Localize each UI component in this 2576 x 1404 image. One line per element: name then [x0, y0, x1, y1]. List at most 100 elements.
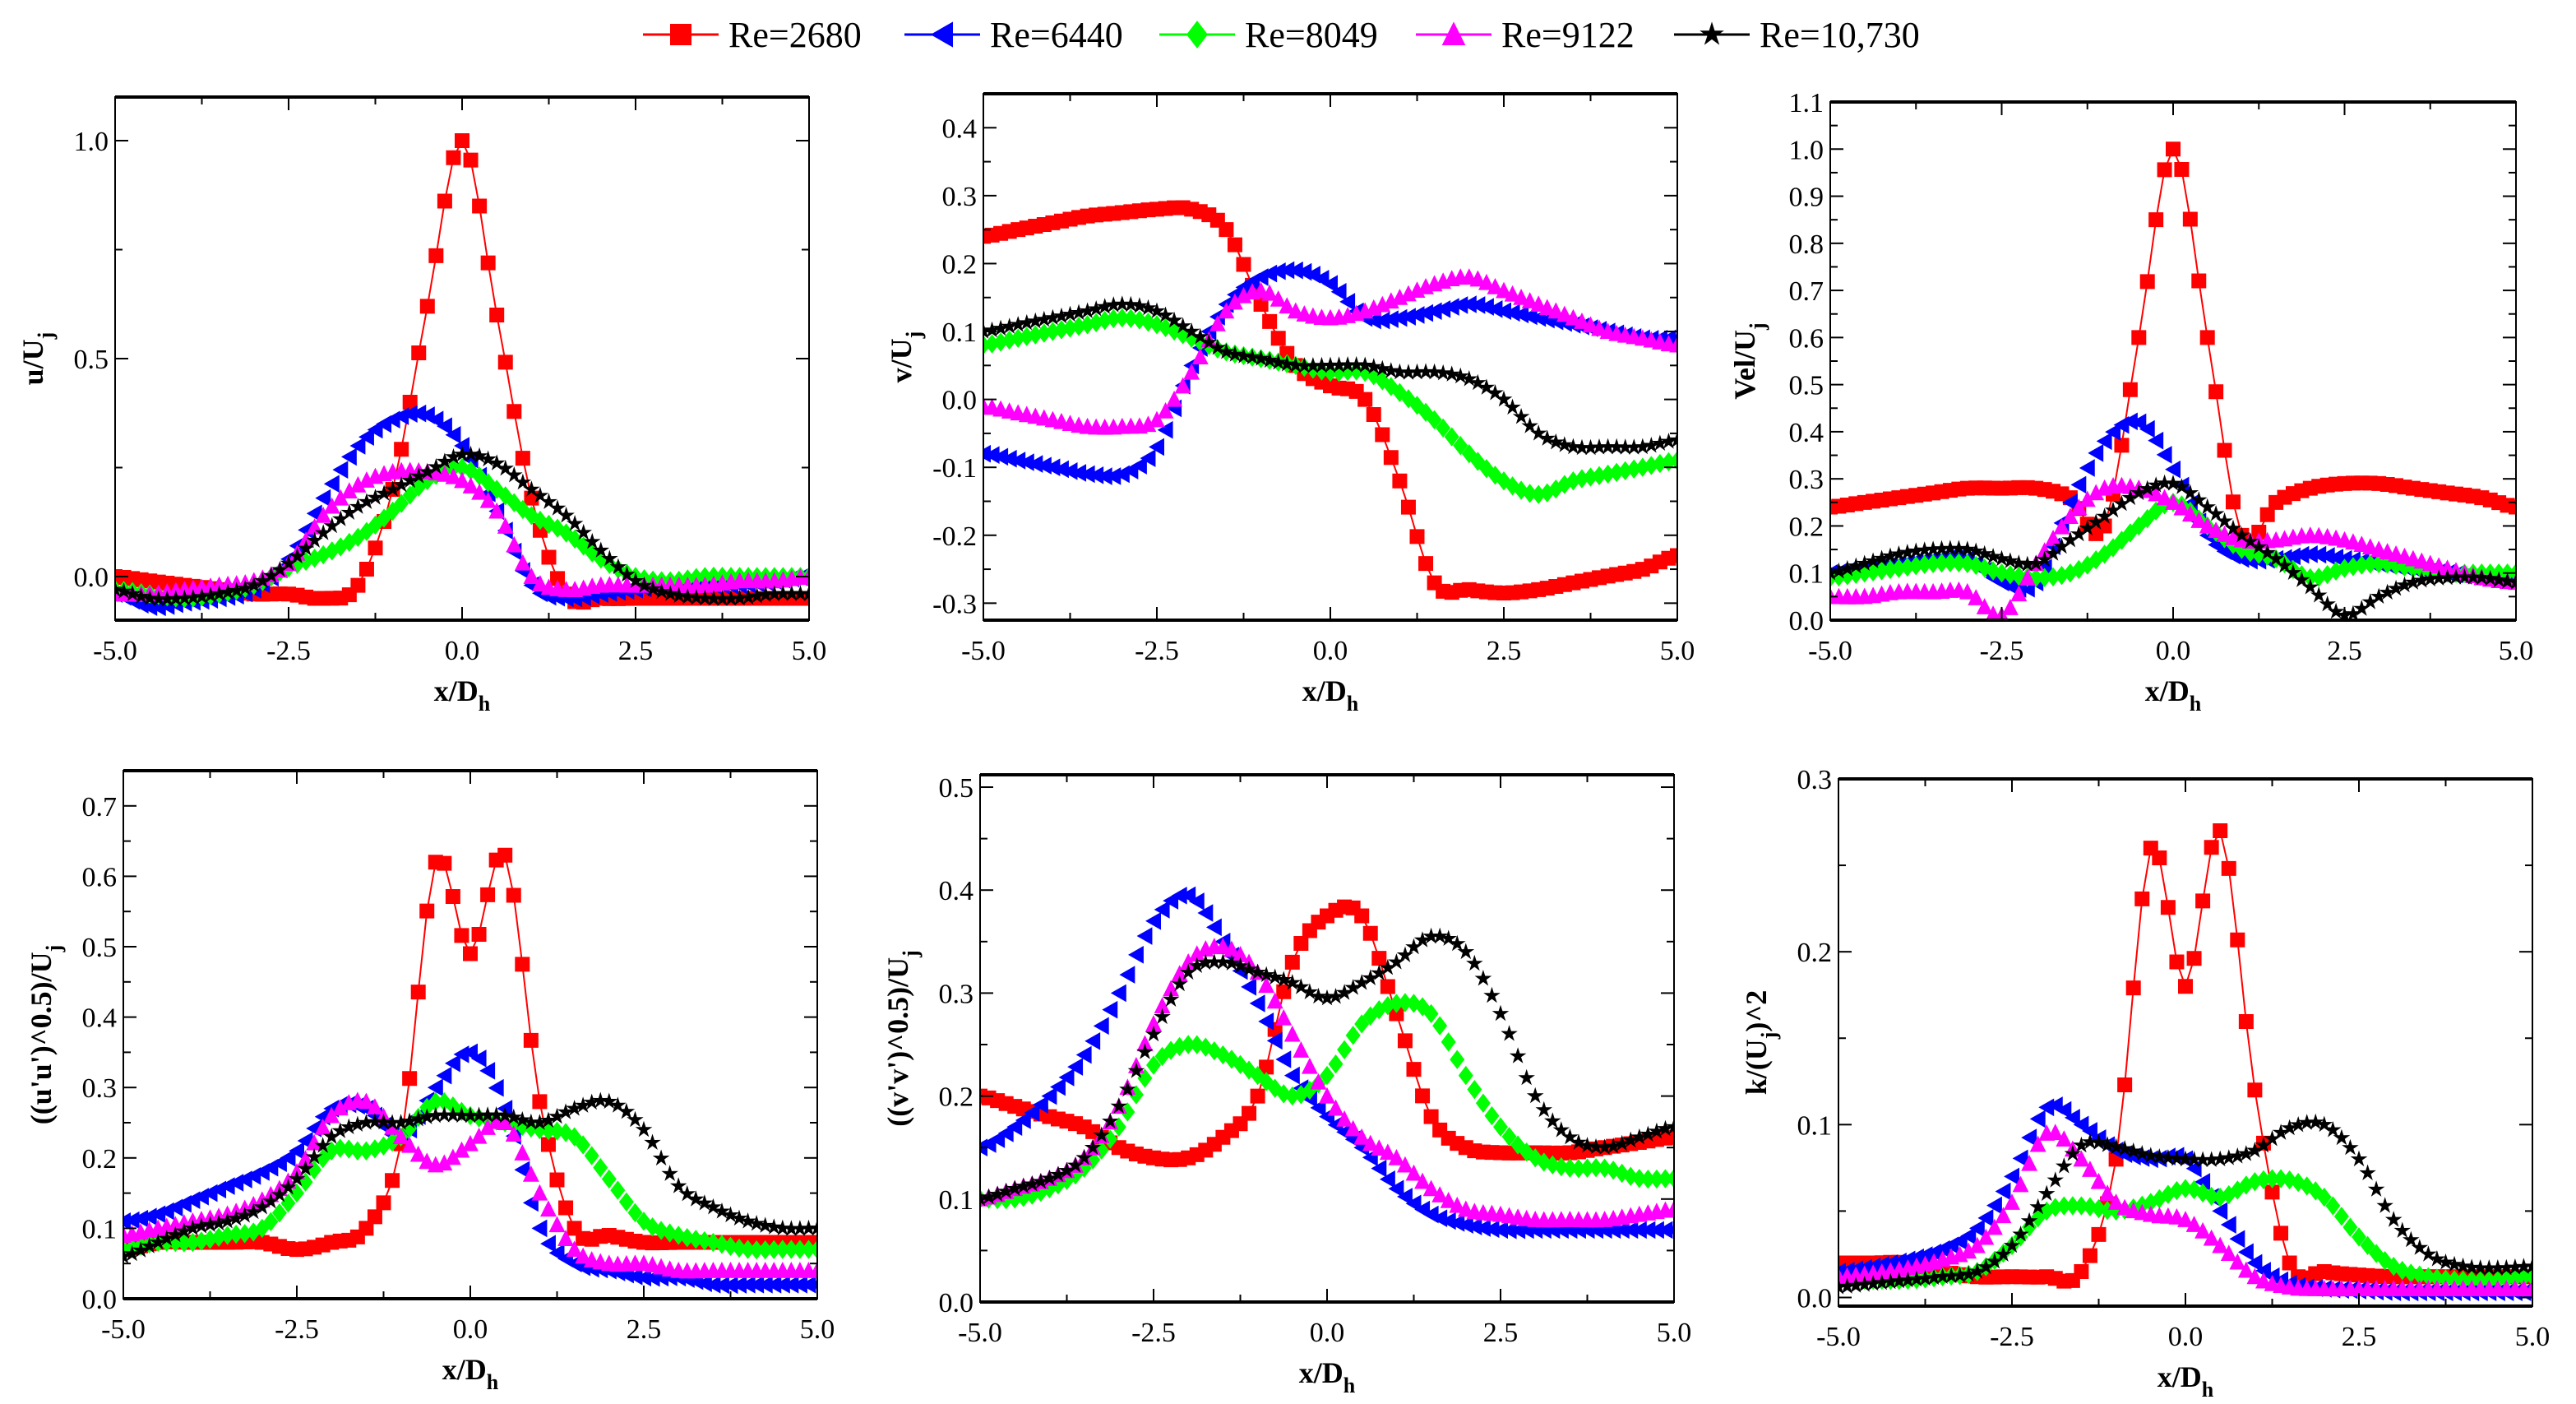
- data-point: [1539, 483, 1555, 503]
- data-point: [1148, 302, 1166, 318]
- data-point: [2090, 1172, 2107, 1189]
- data-point: [1418, 556, 1434, 572]
- data-point: [557, 1230, 574, 1246]
- data-point: [1327, 1115, 1343, 1134]
- data-point: [514, 473, 532, 490]
- data-point: [1128, 946, 1144, 964]
- data-point: [1110, 984, 1126, 1003]
- y-tick-label: 0.1: [939, 1185, 974, 1216]
- data-point: [1232, 946, 1249, 962]
- data-point: [315, 489, 331, 507]
- data-point: [515, 957, 530, 972]
- data-point: [1027, 455, 1043, 473]
- data-point: [2073, 1150, 2090, 1167]
- data-point: [1171, 887, 1187, 905]
- data-point: [2316, 1187, 2332, 1207]
- data-point: [731, 589, 748, 606]
- data-point: [2255, 1136, 2273, 1153]
- data-point: [2053, 517, 2070, 535]
- x-tick-label: 5.0: [800, 1314, 835, 1345]
- data-point: [1582, 316, 1599, 333]
- data-point: [2230, 1180, 2245, 1200]
- data-point: [2319, 595, 2336, 612]
- data-point: [2107, 1193, 2125, 1210]
- data-point: [980, 1190, 989, 1207]
- data-point: [1145, 1025, 1163, 1042]
- data-point: [245, 1202, 262, 1220]
- data-point: [1435, 300, 1451, 318]
- data-point: [1226, 345, 1244, 362]
- data-point: [1400, 499, 1416, 515]
- data-point: [1644, 456, 1659, 475]
- data-point: [1899, 1250, 1916, 1269]
- data-point: [1165, 311, 1183, 328]
- data-point: [602, 554, 617, 574]
- data-point: [1531, 484, 1547, 504]
- x-tick-label: 2.5: [1487, 636, 1522, 666]
- data-point: [2036, 542, 2053, 559]
- data-point: [2350, 1150, 2368, 1167]
- data-point: [1001, 449, 1017, 468]
- y-tick-label: 0.3: [82, 1073, 118, 1104]
- data-point: [2246, 1267, 2264, 1285]
- data-point: [1018, 453, 1034, 471]
- data-point: [141, 1207, 157, 1226]
- y-tick-label: 0.5: [82, 933, 118, 963]
- data-point: [2165, 460, 2181, 479]
- data-point: [1606, 1161, 1621, 1180]
- data-point: [1487, 277, 1504, 294]
- data-point: [2037, 568, 2052, 587]
- data-point: [2429, 1268, 2444, 1288]
- data-point: [462, 1043, 478, 1062]
- data-point: [1261, 284, 1279, 301]
- y-tick-label: 0.3: [1789, 465, 1824, 495]
- data-point: [2156, 474, 2173, 491]
- data-point: [2012, 1175, 2029, 1193]
- data-point: [1015, 1177, 1032, 1194]
- data-point: [765, 1276, 782, 1294]
- data-point: [2370, 587, 2388, 605]
- legend-label: Re=9122: [1501, 15, 1635, 55]
- series-Re-10-730: [115, 445, 809, 607]
- data-point: [1379, 1170, 1395, 1189]
- data-point: [1469, 270, 1487, 287]
- data-point: [2379, 583, 2396, 600]
- data-point: [220, 1226, 235, 1245]
- data-point: [1001, 317, 1018, 334]
- data-point: [1188, 892, 1205, 911]
- data-point: [1873, 1273, 1890, 1290]
- data-point: [1405, 938, 1422, 955]
- data-point: [1547, 302, 1565, 319]
- data-point: [472, 198, 488, 214]
- data-point: [2194, 1221, 2211, 1239]
- data-point: [297, 1150, 314, 1167]
- x-tick-label: -2.5: [275, 1314, 319, 1345]
- data-point: [1668, 431, 1677, 447]
- data-point: [1899, 1271, 1917, 1288]
- data-point: [1536, 1152, 1552, 1172]
- data-point: [1145, 911, 1161, 930]
- data-point: [1079, 302, 1096, 318]
- data-point: [1917, 1269, 1934, 1286]
- data-point: [766, 1240, 782, 1259]
- data-point: [479, 491, 497, 508]
- data-point: [1006, 1118, 1023, 1136]
- data-point: [1006, 1179, 1024, 1196]
- data-point: [2447, 1270, 2463, 1290]
- data-point: [1191, 327, 1209, 345]
- data-point: [480, 255, 496, 271]
- data-point: [791, 1220, 809, 1236]
- data-point: [419, 463, 437, 480]
- data-point: [1856, 554, 1873, 571]
- data-point: [2212, 1236, 2229, 1253]
- data-point: [2354, 555, 2370, 575]
- data-point: [1890, 1272, 1908, 1289]
- data-point: [1032, 1096, 1048, 1114]
- data-point: [331, 1122, 349, 1138]
- data-point: [2019, 555, 2036, 572]
- data-point: [219, 583, 237, 600]
- plot-area: [980, 886, 1674, 1240]
- data-point: [376, 1195, 391, 1211]
- data-point: [2113, 494, 2130, 512]
- x-tick-label: 5.0: [2499, 636, 2534, 666]
